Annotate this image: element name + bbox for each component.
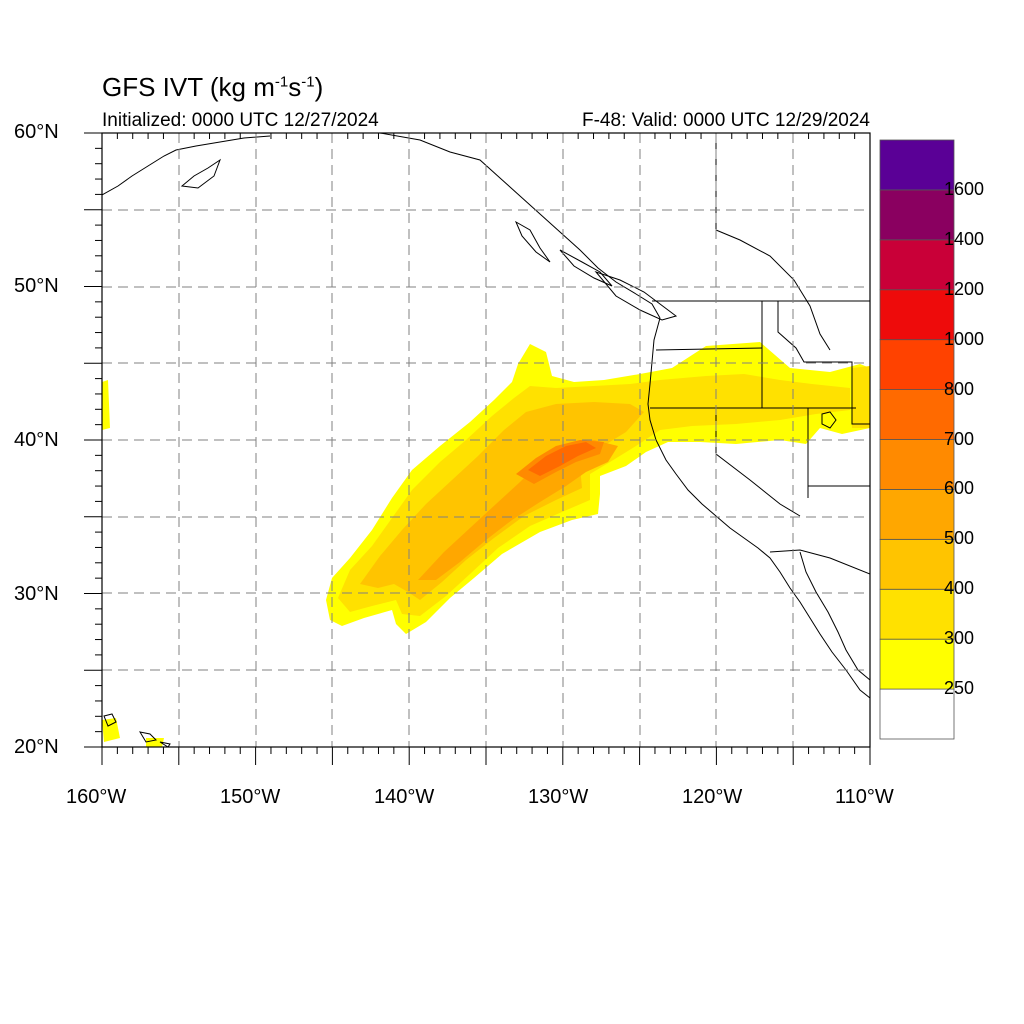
colorbar-swatch — [879, 688, 955, 740]
lat-label-20n: 20°N — [14, 736, 59, 758]
lon-label-140w: 140°W — [374, 786, 435, 808]
colorbar-swatch — [879, 638, 955, 690]
ivt-layer-700 — [528, 442, 596, 476]
border-id-mt — [777, 301, 870, 425]
colorbar-swatch — [879, 489, 955, 540]
coastlines — [102, 133, 870, 747]
ivt-plume — [102, 342, 870, 747]
border-us-mexico — [769, 549, 870, 575]
colorbar-swatch — [879, 439, 955, 490]
colorbar-swatch — [879, 389, 955, 440]
colorbar-label: 300 — [944, 628, 975, 649]
colorbar-label: 700 — [944, 428, 975, 449]
coastline-islands-bc — [514, 220, 613, 287]
lon-label-150w: 150°W — [220, 786, 281, 808]
colorbar-swatch — [879, 538, 955, 590]
border-wa-or — [655, 347, 763, 351]
coastline-hudson-inner — [715, 229, 831, 351]
coastline-vancouver-island — [594, 270, 678, 321]
colorbar — [879, 139, 955, 740]
init-time-label: Initialized: 0000 UTC 12/27/2024 — [102, 110, 379, 131]
valid-time-label: F-48: Valid: 0000 UTC 12/29/2024 — [582, 110, 870, 131]
coastline-us-west — [647, 317, 870, 699]
ivt-blob-hawaii-lat40 — [102, 380, 110, 430]
colorbar-swatch — [879, 339, 955, 390]
lon-label-110w: 110°W — [835, 786, 894, 808]
lat-label-60n: 60°N — [14, 121, 59, 143]
colorbar-label: 1400 — [944, 228, 985, 249]
colorbar-label: 500 — [944, 528, 975, 549]
colorbar-label: 1600 — [944, 178, 985, 199]
graticule — [102, 133, 870, 747]
lat-label-30n: 30°N — [14, 583, 59, 605]
axis-ticks — [84, 132, 871, 765]
colorbar-label: 1200 — [944, 278, 985, 299]
coastline-alaska-panhandle — [379, 133, 661, 319]
colorbar-swatch — [879, 139, 955, 191]
coastline-alaska-peninsula — [102, 135, 271, 196]
ivt-blob-east-edge — [852, 366, 870, 428]
ivt-blob-hawaii-south — [102, 718, 164, 747]
colorbar-label: 250 — [944, 678, 975, 699]
lon-label-120w: 120°W — [682, 786, 743, 808]
coastline-great-salt-lake — [821, 411, 837, 429]
map-title: GFS IVT (kg m-1s-1) — [102, 72, 324, 102]
lon-label-130w: 130°W — [528, 786, 589, 808]
coastline-hawaii — [103, 713, 171, 747]
lon-label-160w: 160°W — [66, 786, 127, 808]
colorbar-label: 800 — [944, 378, 975, 399]
colorbar-label: 1000 — [944, 328, 985, 349]
lat-label-40n: 40°N — [14, 429, 59, 451]
colorbar-swatch — [879, 239, 955, 291]
coastline-baja-east — [799, 551, 870, 681]
colorbar-swatch — [879, 289, 955, 341]
coastline-kodiak — [180, 158, 222, 189]
colorbar-label: 600 — [944, 478, 975, 499]
lat-label-50n: 50°N — [14, 275, 59, 297]
colorbar-label: 400 — [944, 578, 975, 599]
ivt-layer-500 — [418, 440, 618, 580]
colorbar-swatch — [879, 588, 955, 640]
colorbar-swatch — [879, 189, 955, 241]
